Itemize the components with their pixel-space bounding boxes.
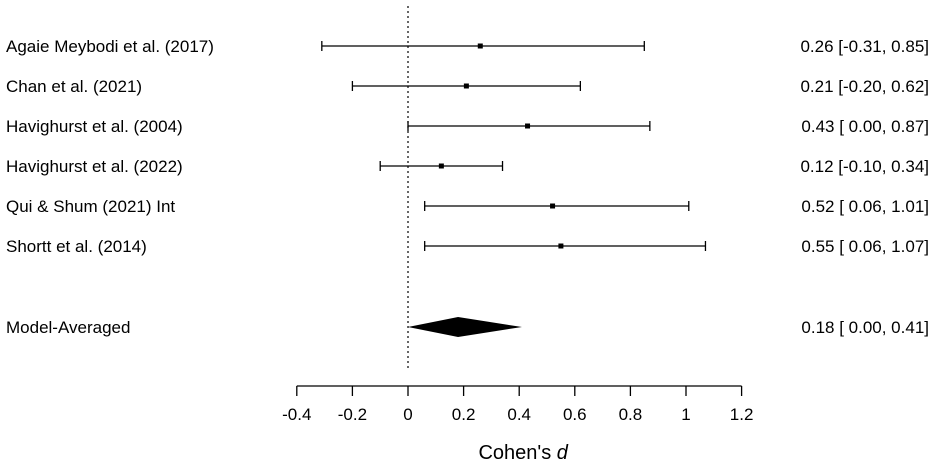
study-label: Chan et al. (2021) [6,77,142,96]
x-tick-label: 0.2 [452,405,476,424]
point-estimate [558,243,564,249]
study-row: Qui & Shum (2021) Int 0.52 [ 0.06, 1.01] [6,197,929,216]
study-estimate-text: 0.52 [ 0.06, 1.01] [801,197,929,216]
study-estimate-text: 0.55 [ 0.06, 1.07] [801,237,929,256]
study-label: Shortt et al. (2014) [6,237,147,256]
study-estimate-text: 0.26 [-0.31, 0.85] [800,37,929,56]
x-tick-label: -0.4 [282,405,311,424]
point-estimate [438,163,444,169]
x-tick-label: 1 [681,405,690,424]
study-estimate-text: 0.21 [-0.20, 0.62] [800,77,929,96]
point-estimate [550,203,556,209]
summary-label: Model-Averaged [6,318,130,337]
x-tick-label: 0.8 [619,405,643,424]
point-estimate [477,43,483,49]
summary-estimate-text: 0.18 [ 0.00, 0.41] [801,318,929,337]
studies-layer: Agaie Meybodi et al. (2017) 0.26 [-0.31, … [6,37,929,256]
summary-row: Model-Averaged 0.18 [ 0.00, 0.41] [6,317,929,337]
summary-layer: Model-Averaged 0.18 [ 0.00, 0.41] [6,317,929,337]
x-tick-label: -0.2 [338,405,367,424]
x-tick-label: 0.6 [563,405,587,424]
summary-diamond [408,317,522,337]
x-axis-label-text: Cohen's [478,442,556,464]
study-label: Havighurst et al. (2022) [6,157,183,176]
x-tick-label: 0.4 [507,405,531,424]
study-row: Shortt et al. (2014) 0.55 [ 0.06, 1.07] [6,237,929,256]
study-row: Havighurst et al. (2004) 0.43 [ 0.00, 0.8… [6,117,929,136]
study-estimate-text: 0.43 [ 0.00, 0.87] [801,117,929,136]
study-row: Agaie Meybodi et al. (2017) 0.26 [-0.31, … [6,37,929,56]
x-tick-label: 0 [403,405,412,424]
x-tick-label: 1.2 [730,405,754,424]
study-row: Havighurst et al. (2022) 0.12 [-0.10, 0.3… [6,157,929,176]
study-estimate-text: 0.12 [-0.10, 0.34] [800,157,929,176]
x-axis-label-italic: d [557,442,569,464]
study-label: Agaie Meybodi et al. (2017) [6,37,214,56]
point-estimate [463,83,469,89]
study-label: Qui & Shum (2021) Int [6,197,175,216]
study-label: Havighurst et al. (2004) [6,117,183,136]
x-axis: -0.4 -0.2 0 0.2 0.4 0.6 0.8 1 1.2 [282,385,754,424]
point-estimate [525,123,531,129]
study-row: Chan et al. (2021) 0.21 [-0.20, 0.62] [6,77,929,96]
x-axis-label: Cohen's d [478,442,568,464]
